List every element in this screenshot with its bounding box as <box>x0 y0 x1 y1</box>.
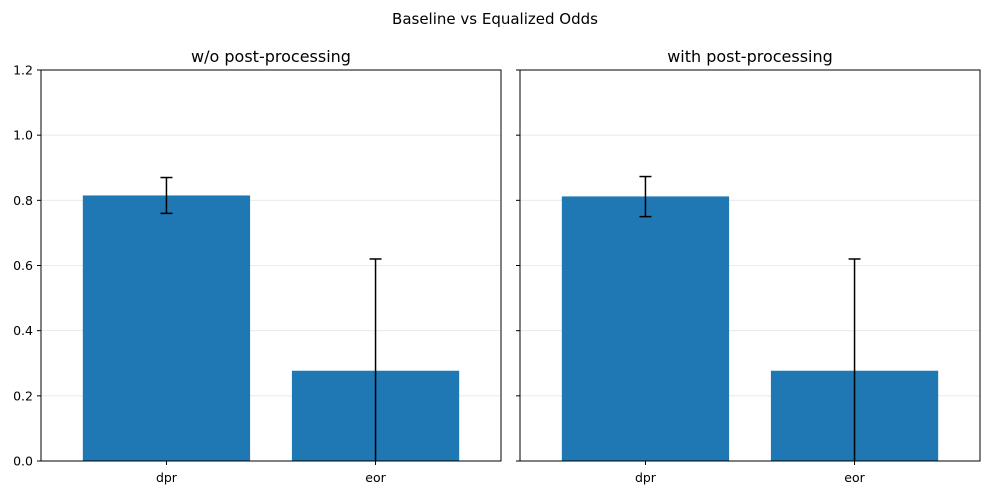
y-tick-label: 0.4 <box>13 323 33 338</box>
y-tick-label: 0.6 <box>13 258 33 273</box>
x-tick-label-eor: eor <box>365 470 386 485</box>
panel-right-title: with post-processing <box>667 47 833 66</box>
x-tick-label-dpr: dpr <box>156 470 178 485</box>
x-tick-label-dpr: dpr <box>635 470 657 485</box>
panel-left-title: w/o post-processing <box>191 47 351 66</box>
y-tick-label: 1.2 <box>13 63 33 78</box>
y-tick-label: 0.0 <box>13 454 33 469</box>
bar-dpr <box>561 196 730 461</box>
panel-left: w/o post-processing 0.0 0.2 0.4 0.6 0.8 1.0 1.… <box>13 47 502 485</box>
x-tick-label-eor: eor <box>844 470 865 485</box>
bar-dpr <box>82 195 251 461</box>
y-tick-label: 1.0 <box>13 128 33 143</box>
figure-title: Baseline vs Equalized Odds <box>392 10 598 28</box>
panel-right: with post-processing dpr eor <box>516 47 981 485</box>
y-tick-label: 0.2 <box>13 388 33 403</box>
y-tick-label: 0.8 <box>13 193 33 208</box>
